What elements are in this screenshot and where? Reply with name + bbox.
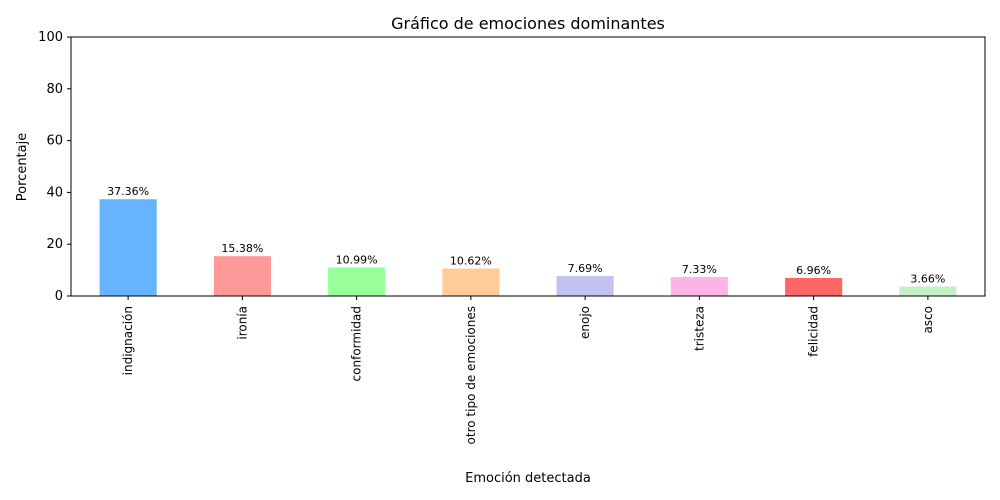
bar-7 xyxy=(899,286,957,296)
bar-2 xyxy=(328,267,386,296)
x-tick-label: conformidad xyxy=(350,306,364,381)
y-tick-label: 100 xyxy=(38,30,63,45)
bar-0 xyxy=(99,199,157,296)
x-tick-label: ironía xyxy=(235,306,249,340)
bar-1 xyxy=(213,256,271,296)
data-label: 3.66% xyxy=(910,273,945,286)
y-tick-label: 20 xyxy=(46,237,63,252)
data-label: 7.33% xyxy=(682,263,717,276)
data-label: 7.69% xyxy=(568,262,603,275)
x-tick-label: felicidad xyxy=(807,306,821,357)
bar-6 xyxy=(785,277,843,296)
data-label: 37.36% xyxy=(107,185,149,198)
bars-group: 37.36% 15.38% 10.99% 10.62% 7.69% 7.33% 6.96% 3… xyxy=(99,185,957,296)
y-tick-label: 80 xyxy=(46,82,63,97)
x-axis: indignación ironía conformidad otro tipo de… xyxy=(121,296,935,444)
y-tick-label: 40 xyxy=(46,185,63,200)
x-tick-label: indignación xyxy=(121,306,135,375)
y-axis-label: Porcentaje xyxy=(15,133,30,201)
y-axis: 0 20 40 60 80 100 xyxy=(38,30,71,304)
data-label: 6.96% xyxy=(796,264,831,277)
bar-5 xyxy=(670,277,728,296)
x-tick-label: asco xyxy=(921,306,935,334)
x-axis-label: Emoción detectada xyxy=(465,471,591,486)
bar-4 xyxy=(556,276,614,296)
x-tick-label: tristeza xyxy=(692,306,706,351)
data-label: 15.38% xyxy=(221,242,263,255)
x-tick-label: otro tipo de emociones xyxy=(464,306,478,444)
x-tick-label: enojo xyxy=(578,306,592,339)
plot-frame xyxy=(70,36,986,297)
chart-title: Gráfico de emociones dominantes xyxy=(391,14,665,33)
bar-3 xyxy=(442,268,500,296)
data-label: 10.99% xyxy=(336,254,378,267)
data-label: 10.62% xyxy=(450,254,492,267)
y-tick-label: 60 xyxy=(46,134,63,149)
y-tick-label: 0 xyxy=(55,289,63,304)
